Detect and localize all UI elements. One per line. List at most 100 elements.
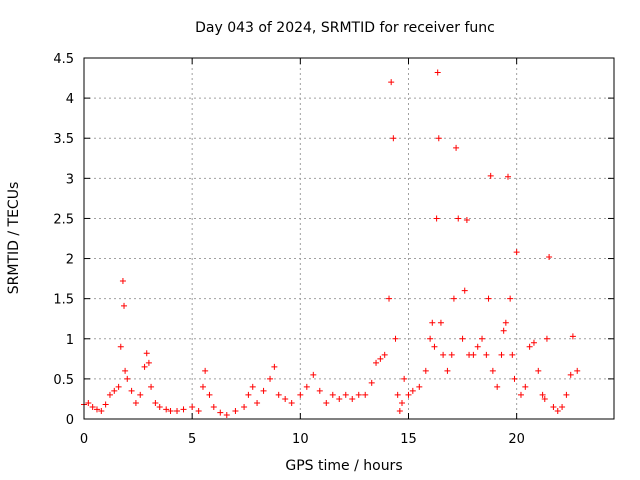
data-point <box>249 383 256 390</box>
data-point <box>502 319 509 326</box>
data-point <box>440 351 447 358</box>
data-point <box>106 391 113 398</box>
y-axis-label: SRMTID / TECUs <box>6 182 22 295</box>
data-point <box>368 379 375 386</box>
data-point <box>517 391 524 398</box>
data-point <box>569 333 576 340</box>
data-point <box>241 403 248 410</box>
data-point <box>500 327 507 334</box>
data-point <box>206 391 213 398</box>
data-point <box>152 399 159 406</box>
data-point <box>434 69 441 76</box>
data-point <box>381 351 388 358</box>
plot-frame <box>83 57 615 420</box>
data-point <box>377 355 384 362</box>
data-point <box>174 407 181 414</box>
data-point <box>342 391 349 398</box>
x-tick-label: 0 <box>80 432 88 447</box>
data-point <box>505 173 511 180</box>
data-point <box>563 391 570 398</box>
data-point <box>489 367 496 374</box>
data-point <box>567 371 574 378</box>
y-tick-label: 2 <box>66 253 74 268</box>
data-point <box>303 383 310 390</box>
x-tick-label: 5 <box>188 432 196 447</box>
data-point <box>245 391 252 398</box>
data-point <box>254 399 261 406</box>
data-point <box>102 401 109 408</box>
y-tick-label: 1 <box>66 333 74 348</box>
x-tick-label: 10 <box>292 432 309 447</box>
data-point <box>141 363 148 370</box>
data-point <box>574 367 581 374</box>
data-point <box>422 367 429 374</box>
y-tick-label: 3.5 <box>53 132 74 147</box>
data-point <box>148 383 155 390</box>
data-point <box>507 295 514 302</box>
data-point <box>117 343 124 350</box>
data-point <box>433 215 440 222</box>
data-point <box>119 278 126 285</box>
data-point <box>559 403 566 410</box>
data-point <box>416 383 423 390</box>
data-point <box>444 367 451 374</box>
data-point <box>394 391 401 398</box>
data-point <box>550 403 557 410</box>
data-point <box>223 411 230 418</box>
y-tick-label: 0.5 <box>53 373 74 388</box>
grid-lines <box>84 58 614 419</box>
y-tick-label: 4.5 <box>53 52 74 67</box>
data-point <box>167 407 174 414</box>
y-tick-label: 3 <box>66 172 74 187</box>
data-point <box>199 383 206 390</box>
y-tick-label: 1.5 <box>53 293 74 308</box>
y-tick-label: 4 <box>66 92 74 107</box>
data-point <box>111 387 118 394</box>
data-point <box>388 79 395 86</box>
data-point <box>509 351 516 358</box>
data-point <box>455 215 462 222</box>
data-point <box>448 351 455 358</box>
data-point <box>336 395 343 402</box>
data-point <box>163 406 170 413</box>
data-point <box>316 387 323 394</box>
data-point <box>539 391 546 398</box>
data-point <box>386 295 393 302</box>
data-point <box>232 407 239 414</box>
data-point <box>89 403 96 410</box>
data-point <box>427 335 434 342</box>
data-point <box>143 350 150 357</box>
data-point <box>513 249 520 256</box>
data-point <box>435 135 442 142</box>
data-point <box>132 399 139 406</box>
data-point <box>202 367 209 374</box>
data-point <box>396 407 403 414</box>
data-point <box>461 287 468 294</box>
data-point <box>121 302 128 309</box>
chart-title: Day 043 of 2024, SRMTID for receiver fun… <box>195 20 495 36</box>
data-point <box>329 391 336 398</box>
data-point <box>429 319 436 326</box>
data-point <box>463 217 470 224</box>
data-point <box>498 351 505 358</box>
data-point <box>93 406 100 413</box>
data-point <box>522 383 529 390</box>
y-tick-label: 2.5 <box>53 212 74 227</box>
data-point <box>189 403 196 410</box>
data-point <box>485 295 492 302</box>
data-point <box>373 359 380 366</box>
data-point <box>474 343 481 350</box>
axis-ticks: 0 0.5 1 1.5 2 2.5 3 3.5 4 4.5 0 5 10 15 20 <box>53 52 614 447</box>
data-point <box>450 295 457 302</box>
data-point <box>128 387 135 394</box>
data-point <box>494 383 501 390</box>
data-point <box>405 391 412 398</box>
data-point <box>275 391 282 398</box>
data-point <box>115 383 122 390</box>
data-point <box>483 351 490 358</box>
data-point <box>288 399 295 406</box>
data-point <box>543 335 550 342</box>
data-point <box>554 407 561 414</box>
data-point <box>479 335 486 342</box>
data-point <box>124 375 131 382</box>
